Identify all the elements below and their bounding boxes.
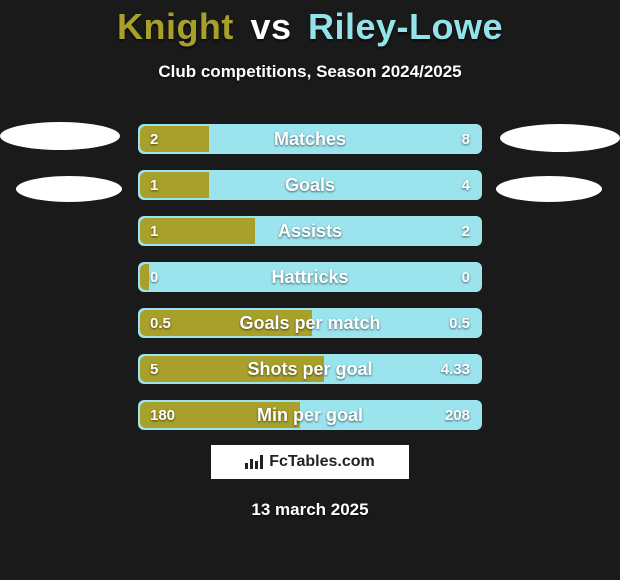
stat-value-right: 4.33 bbox=[441, 356, 470, 382]
stat-label: Min per goal bbox=[140, 402, 480, 428]
stat-label: Goals per match bbox=[140, 310, 480, 336]
stat-label: Matches bbox=[140, 126, 480, 152]
player1-name: Knight bbox=[117, 6, 234, 47]
stat-value-right: 0 bbox=[462, 264, 470, 290]
stat-row: 180Min per goal208 bbox=[138, 400, 482, 430]
chart-icon bbox=[245, 455, 263, 469]
stat-row: 1Goals4 bbox=[138, 170, 482, 200]
stat-label: Goals bbox=[140, 172, 480, 198]
stat-row: 1Assists2 bbox=[138, 216, 482, 246]
stat-label: Assists bbox=[140, 218, 480, 244]
stat-row: 5Shots per goal4.33 bbox=[138, 354, 482, 384]
stat-row: 2Matches8 bbox=[138, 124, 482, 154]
stat-label: Hattricks bbox=[140, 264, 480, 290]
comparison-title: Knight vs Riley-Lowe bbox=[0, 6, 620, 48]
stat-value-right: 0.5 bbox=[449, 310, 470, 336]
stat-value-right: 8 bbox=[462, 126, 470, 152]
stat-label: Shots per goal bbox=[140, 356, 480, 382]
team-badge-right-2 bbox=[496, 176, 602, 202]
watermark-text: FcTables.com bbox=[269, 453, 375, 471]
stat-row: 0Hattricks0 bbox=[138, 262, 482, 292]
team-badge-left-1 bbox=[0, 122, 120, 150]
footer-date: 13 march 2025 bbox=[0, 500, 620, 520]
stat-value-right: 208 bbox=[445, 402, 470, 428]
stat-value-right: 4 bbox=[462, 172, 470, 198]
stat-row: 0.5Goals per match0.5 bbox=[138, 308, 482, 338]
stat-bars-container: 2Matches81Goals41Assists20Hattricks00.5G… bbox=[138, 124, 482, 446]
vs-label: vs bbox=[250, 6, 291, 47]
watermark: FcTables.com bbox=[210, 444, 410, 480]
player2-name: Riley-Lowe bbox=[308, 6, 503, 47]
subtitle: Club competitions, Season 2024/2025 bbox=[0, 62, 620, 82]
team-badge-right-1 bbox=[500, 124, 620, 152]
stat-value-right: 2 bbox=[462, 218, 470, 244]
team-badge-left-2 bbox=[16, 176, 122, 202]
